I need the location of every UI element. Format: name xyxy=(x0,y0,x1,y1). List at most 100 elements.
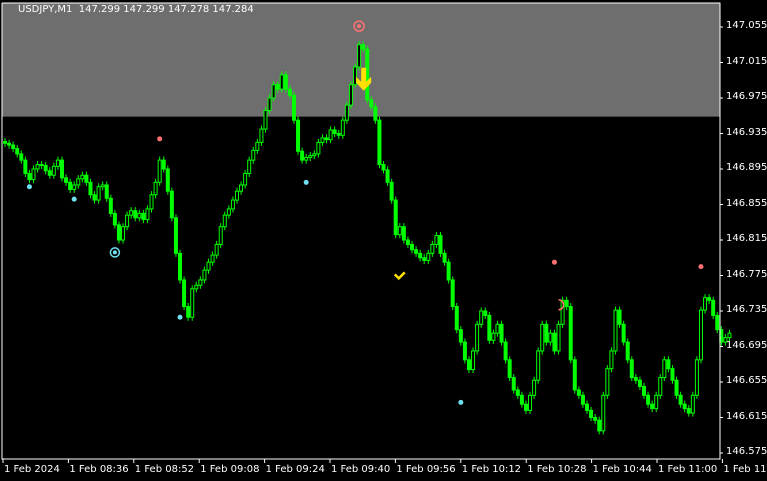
bear-candle xyxy=(585,403,590,411)
time-tick-label: 1 Feb 10:12 xyxy=(461,464,522,475)
bear-candle xyxy=(418,252,423,259)
bull-candle xyxy=(528,394,533,411)
bear-candle xyxy=(296,119,301,152)
bear-candle xyxy=(19,153,24,161)
bull-candle xyxy=(121,226,126,241)
price-tick-label: 146.655 xyxy=(726,375,767,386)
bear-candle xyxy=(112,212,117,226)
chart-header: USDJPY,M1 147.299 147.299 147.278 147.28… xyxy=(18,4,254,15)
bull-candle xyxy=(308,155,313,158)
symbol-label: USDJPY,M1 xyxy=(18,4,73,15)
bear-candle xyxy=(414,249,419,254)
bear-candle xyxy=(462,341,467,361)
bull-candle xyxy=(698,309,703,361)
bear-candle xyxy=(43,164,48,172)
bull-candle xyxy=(35,164,40,170)
price-tick-label: 146.815 xyxy=(726,233,767,244)
bull-candle xyxy=(605,368,610,396)
bull-candle xyxy=(491,332,496,341)
bear-candle xyxy=(300,150,305,161)
bear-candle xyxy=(287,88,292,96)
bear-candle xyxy=(108,197,113,214)
bear-candle xyxy=(707,297,712,301)
sell-ring-center xyxy=(357,24,362,29)
bull-candle xyxy=(55,159,60,167)
buy-signal-dot xyxy=(458,399,464,405)
bull-candle xyxy=(51,165,56,176)
bear-candle xyxy=(715,314,720,331)
bull-candle xyxy=(316,141,321,155)
bull-candle xyxy=(210,254,215,263)
bull-candle xyxy=(72,184,77,190)
bear-candle xyxy=(84,174,89,183)
bear-candle xyxy=(450,279,455,308)
bull-candle xyxy=(312,153,317,157)
bear-candle xyxy=(682,403,687,410)
time-tick-label: 1 Feb 2024 xyxy=(4,464,60,475)
bear-candle xyxy=(104,184,109,199)
bear-candle xyxy=(385,169,390,183)
bear-candle xyxy=(161,159,166,170)
bear-candle xyxy=(621,323,626,343)
bull-candle xyxy=(475,323,480,352)
bear-candle xyxy=(564,299,569,308)
check-mark-icon xyxy=(393,271,406,281)
bull-candle xyxy=(344,104,349,121)
bear-candle xyxy=(633,377,638,381)
bear-candle xyxy=(116,224,121,241)
bear-candle xyxy=(544,323,549,343)
bull-candle xyxy=(76,178,81,186)
bull-candle xyxy=(536,350,541,381)
bear-candle xyxy=(483,310,488,316)
bull-candle xyxy=(662,359,667,379)
bull-candle xyxy=(694,359,699,396)
bull-candle xyxy=(214,243,219,256)
buy-ring-center xyxy=(112,250,117,255)
bull-candle xyxy=(279,74,284,90)
bull-candle xyxy=(357,44,362,68)
bear-candle xyxy=(572,359,577,391)
buy-signal-dot xyxy=(26,184,32,190)
bear-candle xyxy=(711,299,716,316)
bull-candle xyxy=(153,181,158,196)
bull-candle xyxy=(690,394,695,414)
bull-candle xyxy=(96,186,101,201)
price-tick-label: 146.575 xyxy=(726,446,767,457)
bear-candle xyxy=(670,368,675,381)
bear-candle xyxy=(678,394,683,405)
bull-candle xyxy=(255,141,260,151)
bear-candle xyxy=(458,329,463,343)
price-tick-label: 147.015 xyxy=(726,55,767,67)
bear-candle xyxy=(15,148,20,155)
buy-signal-dot xyxy=(177,314,183,320)
bull-candle xyxy=(100,184,105,188)
bear-candle xyxy=(511,377,516,391)
bear-candle xyxy=(405,239,410,245)
bull-candle xyxy=(540,323,545,352)
bull-candle xyxy=(348,84,353,106)
bull-candle xyxy=(601,394,606,432)
bear-candle xyxy=(568,306,573,361)
bear-candle xyxy=(3,140,7,144)
bear-candle xyxy=(515,389,520,396)
bull-candle xyxy=(434,235,439,245)
sell-ring-icon xyxy=(353,20,365,32)
bull-candle xyxy=(613,309,618,352)
time-tick-label: 1 Feb 10:28 xyxy=(527,464,587,475)
price-tick-label: 146.615 xyxy=(726,410,767,422)
bull-candle xyxy=(31,168,36,181)
buy-signal-dot xyxy=(303,179,309,185)
bull-candle xyxy=(218,226,223,245)
bear-candle xyxy=(47,170,52,176)
bear-candle xyxy=(617,309,622,325)
bull-candle xyxy=(80,174,85,180)
bull-candle xyxy=(271,84,276,99)
bear-candle xyxy=(275,84,280,90)
time-tick-label: 1 Feb 09:56 xyxy=(396,464,456,475)
bull-candle xyxy=(202,269,207,281)
bear-candle xyxy=(373,106,378,121)
bull-candle xyxy=(320,137,325,143)
bear-candle xyxy=(64,177,69,183)
